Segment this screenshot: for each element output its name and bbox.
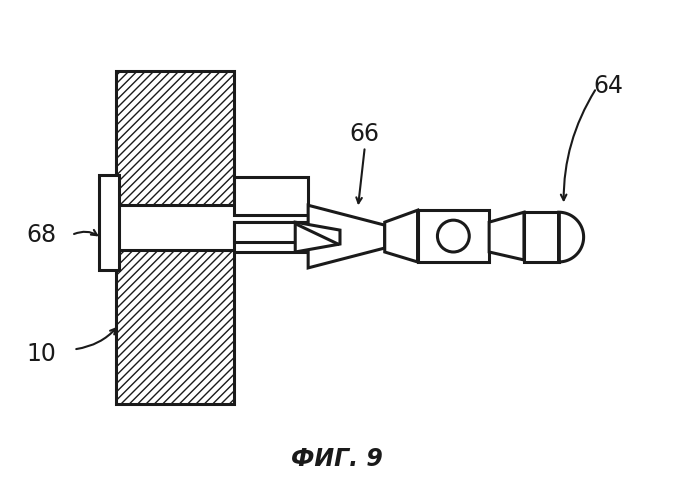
Polygon shape (489, 212, 524, 260)
Bar (99, 176, 119, 270)
Text: 66: 66 (350, 122, 380, 146)
Polygon shape (308, 205, 385, 268)
Polygon shape (385, 210, 418, 262)
Bar (524, 212, 559, 262)
Bar (234, 222, 341, 242)
Bar (116, 250, 234, 404)
Bar (116, 71, 234, 205)
Text: 64: 64 (594, 74, 623, 98)
Polygon shape (559, 212, 584, 262)
Circle shape (437, 220, 469, 252)
Polygon shape (295, 222, 340, 252)
Bar (234, 222, 308, 252)
Text: 68: 68 (26, 223, 57, 247)
Bar (418, 210, 489, 262)
Text: 10: 10 (27, 342, 57, 366)
Bar (234, 178, 308, 215)
Text: ФИГ. 9: ФИГ. 9 (291, 447, 383, 471)
